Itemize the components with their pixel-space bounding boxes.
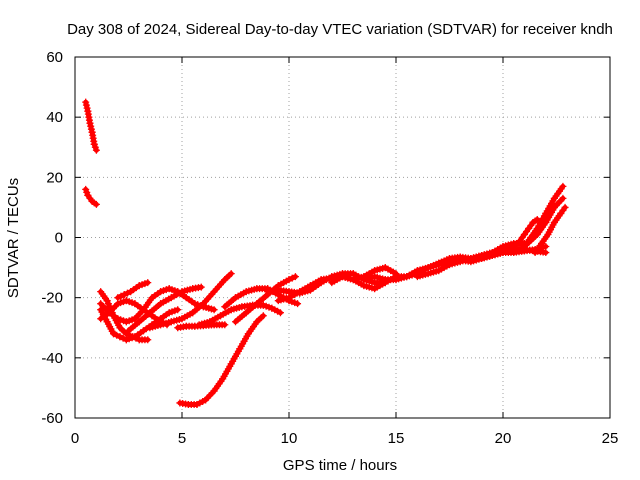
data-point-marker bbox=[120, 291, 128, 299]
data-point-marker bbox=[90, 140, 98, 148]
data-point-marker bbox=[559, 182, 567, 190]
x-tick-label: 20 bbox=[495, 430, 512, 447]
y-tick-label: -20 bbox=[41, 290, 63, 307]
data-point-marker bbox=[197, 283, 205, 291]
data-point-marker bbox=[82, 185, 90, 193]
data-point-marker bbox=[119, 334, 127, 342]
data-point-marker bbox=[82, 98, 90, 106]
data-point-marker bbox=[92, 146, 100, 154]
data-point-marker bbox=[174, 306, 182, 314]
data-point-marker bbox=[276, 309, 284, 317]
x-tick-label: 5 bbox=[178, 430, 186, 447]
data-point-marker bbox=[123, 289, 131, 297]
x-tick-label: 10 bbox=[281, 430, 298, 447]
y-tick-label: 20 bbox=[46, 169, 63, 186]
data-point-marker bbox=[542, 249, 550, 257]
data-point-marker bbox=[87, 122, 95, 130]
data-point-marker bbox=[227, 270, 235, 278]
data-point-marker bbox=[91, 143, 99, 151]
data-point-marker bbox=[221, 321, 229, 329]
x-tick-label: 0 bbox=[71, 430, 79, 447]
data-point-marker bbox=[117, 292, 125, 300]
data-point-marker bbox=[103, 297, 111, 305]
series-arc-23 bbox=[531, 203, 569, 257]
data-point-marker bbox=[87, 125, 95, 133]
data-point-marker bbox=[92, 200, 100, 208]
series-arc-24 bbox=[516, 215, 541, 245]
data-point-marker bbox=[110, 330, 118, 338]
data-layer bbox=[82, 98, 569, 408]
y-tick-label: 0 bbox=[55, 230, 63, 247]
data-point-marker bbox=[83, 188, 91, 196]
data-point-marker bbox=[83, 104, 91, 112]
series-arc-2 bbox=[82, 185, 100, 208]
chart-title: Day 308 of 2024, Sidereal Day-to-day VTE… bbox=[67, 21, 613, 38]
y-tick-label: -60 bbox=[41, 410, 63, 427]
data-point-marker bbox=[104, 300, 112, 308]
data-point-marker bbox=[144, 279, 152, 287]
y-tick-label: -40 bbox=[41, 350, 63, 367]
x-tick-label: 25 bbox=[602, 430, 619, 447]
data-point-marker bbox=[113, 331, 121, 339]
data-point-marker bbox=[144, 336, 152, 344]
data-point-marker bbox=[210, 306, 218, 314]
data-point-marker bbox=[285, 276, 293, 284]
series-arc-12 bbox=[195, 301, 284, 329]
x-tick-label: 15 bbox=[388, 430, 405, 447]
grid-layer bbox=[75, 57, 610, 418]
data-point-marker bbox=[259, 312, 267, 320]
series-arc-9 bbox=[146, 270, 235, 332]
data-point-marker bbox=[294, 300, 302, 308]
x-axis-label: GPS time / hours bbox=[283, 457, 397, 474]
data-point-marker bbox=[86, 119, 94, 127]
series-arc-7 bbox=[114, 279, 152, 302]
data-point-marker bbox=[114, 294, 122, 302]
series-arc-11 bbox=[176, 312, 267, 408]
data-point-marker bbox=[561, 203, 569, 211]
series-arc-8 bbox=[125, 283, 205, 335]
data-point-marker bbox=[559, 194, 567, 202]
tick-layer: 0 5 10 15 20 25 -60 -40 -20 0 20 40 60 bbox=[41, 49, 618, 447]
y-tick-label: 40 bbox=[46, 109, 63, 126]
series-arc-22 bbox=[520, 182, 567, 251]
data-point-marker bbox=[82, 101, 90, 109]
y-tick-label: 60 bbox=[46, 49, 63, 66]
data-point-marker bbox=[542, 243, 550, 251]
data-point-marker bbox=[533, 215, 541, 223]
data-point-marker bbox=[116, 333, 124, 341]
data-point-marker bbox=[291, 273, 299, 281]
data-point-marker bbox=[288, 274, 296, 282]
y-axis-label: SDTVAR / TECUs bbox=[5, 178, 22, 298]
series-arc-1 bbox=[82, 98, 100, 154]
